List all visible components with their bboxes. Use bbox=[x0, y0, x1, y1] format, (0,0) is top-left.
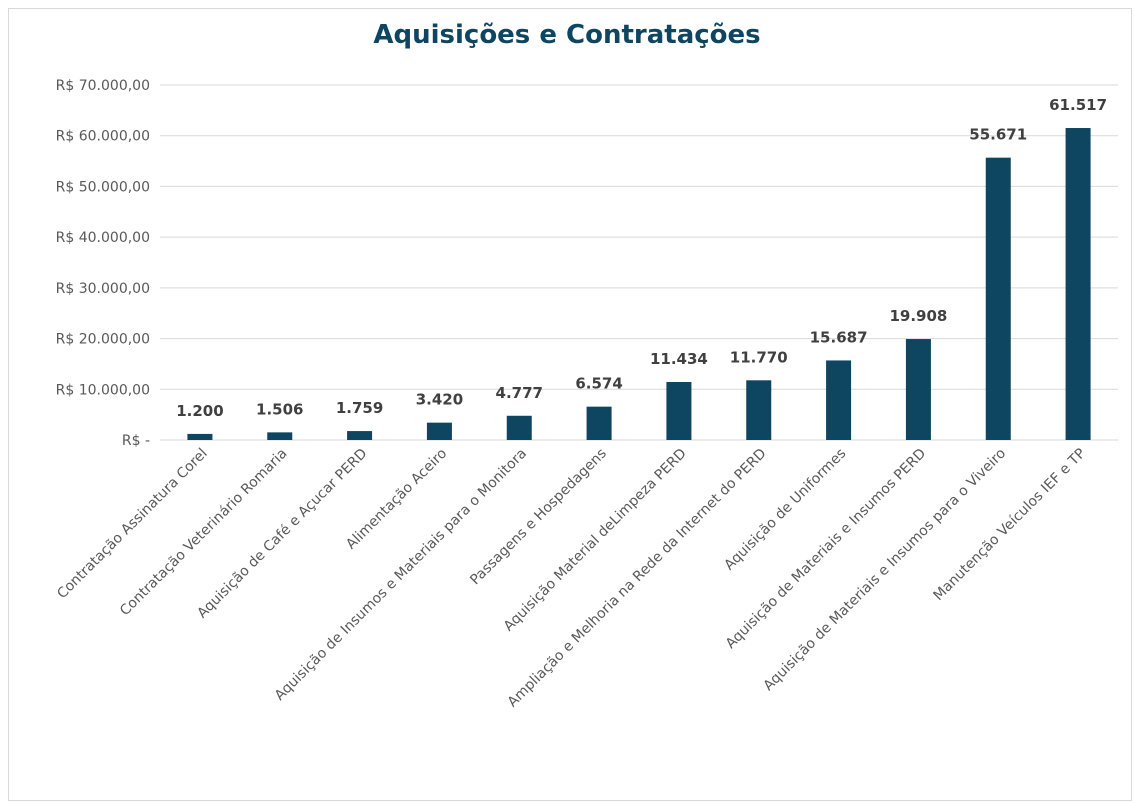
category-label: Ampliação e Melhoria na Rede da Internet… bbox=[505, 446, 770, 711]
data-label: 55.671 bbox=[969, 126, 1027, 144]
gridlines bbox=[160, 84, 1118, 441]
category-label: Contratação Veterinário Romaria bbox=[117, 446, 291, 620]
category-label: Contratação Assinatura Corel bbox=[54, 446, 211, 603]
data-label: 61.517 bbox=[1049, 96, 1107, 114]
x-axis: Contratação Assinatura CorelContratação … bbox=[54, 446, 1089, 711]
data-label: 3.420 bbox=[416, 391, 463, 409]
data-label: 19.908 bbox=[889, 307, 947, 325]
category-label: Aquisição Material deLimpeza PERD bbox=[501, 446, 690, 635]
bar bbox=[586, 406, 612, 440]
category-label: Aquisição de Café e Açucar PERD bbox=[194, 446, 370, 622]
bar bbox=[905, 339, 931, 440]
bar bbox=[746, 380, 772, 440]
bar bbox=[347, 431, 373, 440]
y-tick-label: R$ 10.000,00 bbox=[56, 382, 150, 398]
y-tick-label: R$ 60.000,00 bbox=[56, 129, 150, 145]
y-tick-label: R$ 50.000,00 bbox=[56, 179, 150, 195]
data-label: 6.574 bbox=[575, 375, 622, 393]
y-tick-label: R$ 20.000,00 bbox=[56, 332, 150, 348]
y-tick-label: R$ 70.000,00 bbox=[56, 78, 150, 94]
bar bbox=[985, 157, 1011, 440]
data-label: 11.770 bbox=[730, 348, 788, 366]
y-tick-label: R$ 40.000,00 bbox=[56, 230, 150, 246]
data-label: 1.200 bbox=[176, 402, 223, 420]
bar bbox=[187, 433, 213, 440]
chart-frame bbox=[8, 8, 1132, 801]
bar bbox=[267, 432, 293, 440]
data-label: 15.687 bbox=[810, 328, 868, 346]
y-tick-label: R$ - bbox=[122, 433, 150, 449]
bar bbox=[826, 360, 852, 440]
data-label: 1.506 bbox=[256, 400, 303, 418]
data-labels: 1.200 1.506 1.759 3.420 4.777 6.574 11.434 11.7… bbox=[176, 96, 1107, 420]
category-label: Passagens e Hospedagens bbox=[467, 446, 610, 589]
y-axis: R$ - R$ 10.000,00 R$ 20.000,00 R$ 30.000,00… bbox=[56, 78, 150, 449]
category-label: Manutenção Veículos IEF e TP bbox=[931, 446, 1089, 604]
y-tick-label: R$ 30.000,00 bbox=[56, 281, 150, 297]
data-label: 11.434 bbox=[650, 350, 708, 368]
bar bbox=[426, 422, 452, 440]
data-label: 1.759 bbox=[336, 399, 383, 417]
bar bbox=[666, 382, 692, 440]
bars bbox=[187, 128, 1091, 440]
chart-title: Aquisições e Contratações bbox=[373, 20, 761, 50]
data-label: 4.777 bbox=[496, 384, 543, 402]
bar bbox=[1065, 128, 1091, 440]
bar bbox=[506, 415, 532, 440]
